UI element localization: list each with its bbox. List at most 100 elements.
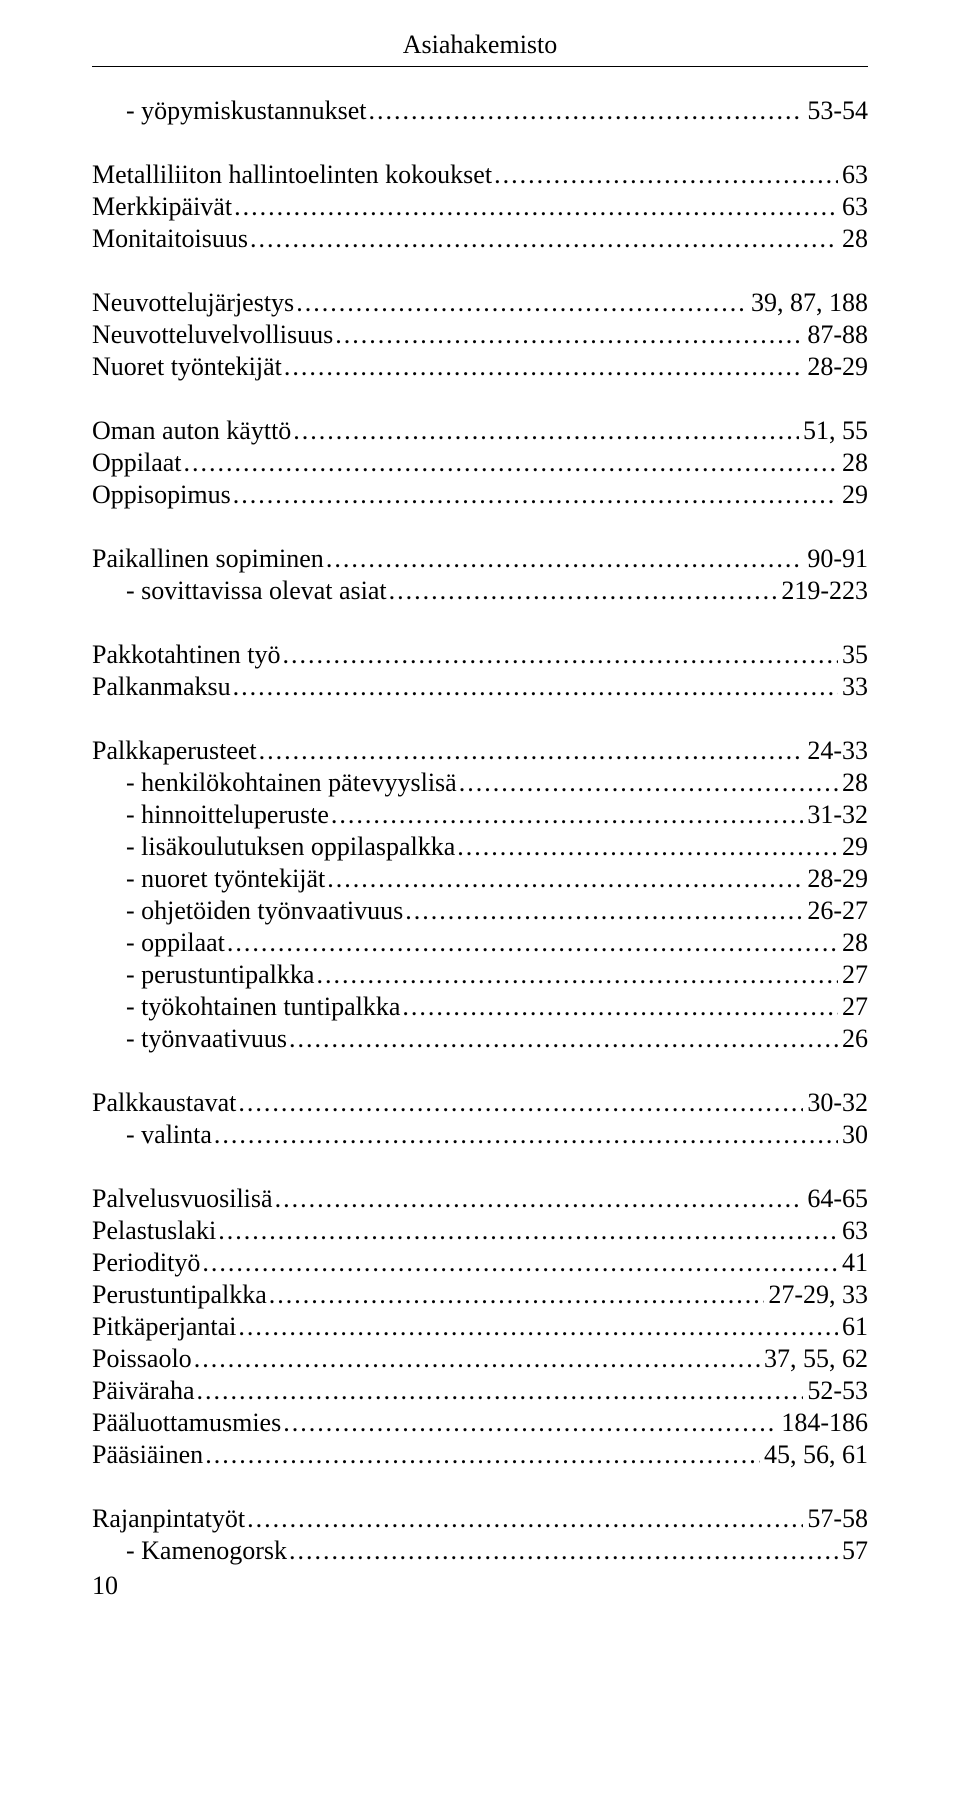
leader-dots	[195, 1375, 804, 1407]
index-entry-label: Monitaitoisuus	[92, 223, 248, 255]
leader-dots	[236, 1087, 803, 1119]
index-entry-label: Pitkäperjantai	[92, 1311, 236, 1343]
index-entry-pages: 30-32	[803, 1087, 868, 1119]
leader-dots	[203, 1439, 760, 1471]
index-entry-label: Neuvotteluvelvollisuus	[92, 319, 333, 351]
index-entry: Oppisopimus 29	[92, 479, 868, 511]
leader-dots	[403, 895, 803, 927]
leader-dots	[329, 799, 803, 831]
index-entry-label: - lisäkoulutuksen oppilaspalkka	[92, 831, 455, 863]
leader-dots	[325, 863, 803, 895]
index-entry: Neuvotteluvelvollisuus 87-88	[92, 319, 868, 351]
leader-dots	[200, 1247, 838, 1279]
group-spacer	[92, 127, 868, 159]
index-entry-pages: 28-29	[803, 863, 868, 895]
index-entry: Paikallinen sopiminen 90-91	[92, 543, 868, 575]
index-entry-label: Oppisopimus	[92, 479, 231, 511]
index-entry-pages: 61	[838, 1311, 868, 1343]
index-entry-pages: 29	[838, 479, 868, 511]
leader-dots	[287, 1535, 838, 1567]
index-entry: - sovittavissa olevat asiat 219-223	[92, 575, 868, 607]
index-entry-label: Palkanmaksu	[92, 671, 231, 703]
index-entry-label: Perustuntipalkka	[92, 1279, 267, 1311]
index-entry-label: - yöpymiskustannukset	[92, 95, 367, 127]
index-entry: Pakkotahtinen työ 35	[92, 639, 868, 671]
index-entry-label: - ohjetöiden työnvaativuus	[92, 895, 403, 927]
index-entry-label: Pääsiäinen	[92, 1439, 203, 1471]
index-entry: Periodityö 41	[92, 1247, 868, 1279]
index-entry-label: Metalliliiton hallintoelinten kokoukset	[92, 159, 492, 191]
title-rule	[92, 66, 868, 67]
index-entry-pages: 33	[838, 671, 868, 703]
group-spacer	[92, 1055, 868, 1087]
index-entry: Oppilaat 28	[92, 447, 868, 479]
index-entry: Päiväraha 52-53	[92, 1375, 868, 1407]
group-spacer	[92, 1151, 868, 1183]
leader-dots	[492, 159, 838, 191]
index-entry-pages: 26	[838, 1023, 868, 1055]
index-entry-pages: 219-223	[777, 575, 868, 607]
leader-dots	[287, 1023, 838, 1055]
index-entry: Pelastuslaki 63	[92, 1215, 868, 1247]
index-entry-pages: 37, 55, 62	[760, 1343, 868, 1375]
index-entry-label: Oman auton käyttö	[92, 415, 291, 447]
index-entry-label: Paikallinen sopiminen	[92, 543, 324, 575]
group-spacer	[92, 255, 868, 287]
index-entry: - työkohtainen tuntipalkka 27	[92, 991, 868, 1023]
leader-dots	[212, 1119, 838, 1151]
index-entry: Perustuntipalkka 27-29, 33	[92, 1279, 868, 1311]
leader-dots	[324, 543, 804, 575]
group-spacer	[92, 1471, 868, 1503]
index-entry: Poissaolo 37, 55, 62	[92, 1343, 868, 1375]
index-entry-pages: 28	[838, 767, 868, 799]
document-page: Asiahakemisto - yöpymiskustannukset 53-5…	[0, 0, 960, 1621]
index-entry: Oman auton käyttö 51, 55	[92, 415, 868, 447]
leader-dots	[231, 479, 838, 511]
index-entry-label: - Kamenogorsk	[92, 1535, 287, 1567]
index-entry: - henkilökohtainen pätevyyslisä 28	[92, 767, 868, 799]
index-entry-pages: 28	[838, 927, 868, 959]
index-entry-pages: 63	[838, 191, 868, 223]
leader-dots	[455, 831, 838, 863]
index-entry-pages: 57-58	[803, 1503, 868, 1535]
index-entry: Merkkipäivät 63	[92, 191, 868, 223]
leader-dots	[273, 1183, 804, 1215]
index-entry: - valinta 30	[92, 1119, 868, 1151]
index-entry: Palkkaustavat 30-32	[92, 1087, 868, 1119]
leader-dots	[267, 1279, 765, 1311]
index-entry-pages: 28	[838, 447, 868, 479]
leader-dots	[216, 1215, 838, 1247]
leader-dots	[294, 287, 747, 319]
index-entry-pages: 57	[838, 1535, 868, 1567]
index-entry-pages: 28	[838, 223, 868, 255]
leader-dots	[248, 223, 838, 255]
index-entry-label: - valinta	[92, 1119, 212, 1151]
index-entry-pages: 31-32	[803, 799, 868, 831]
index-entry-label: Päiväraha	[92, 1375, 195, 1407]
leader-dots	[333, 319, 803, 351]
index-entry: Neuvottelujärjestys 39, 87, 188	[92, 287, 868, 319]
index-entry-label: - nuoret työntekijät	[92, 863, 325, 895]
index-entry-label: Rajanpintatyöt	[92, 1503, 245, 1535]
index-entry-label: Merkkipäivät	[92, 191, 232, 223]
index-entry-label: - hinnoitteluperuste	[92, 799, 329, 831]
index-entry: - perustuntipalkka 27	[92, 959, 868, 991]
leader-dots	[245, 1503, 803, 1535]
leader-dots	[225, 927, 838, 959]
index-entry-label: - oppilaat	[92, 927, 225, 959]
leader-dots	[257, 735, 804, 767]
index-entry-label: Poissaolo	[92, 1343, 192, 1375]
index-entry: Monitaitoisuus 28	[92, 223, 868, 255]
index-entry-pages: 64-65	[803, 1183, 868, 1215]
index-entry: Rajanpintatyöt 57-58	[92, 1503, 868, 1535]
leader-dots	[281, 1407, 777, 1439]
index-body: - yöpymiskustannukset 53-54Metalliliiton…	[92, 95, 868, 1567]
index-entry-pages: 26-27	[803, 895, 868, 927]
index-entry: - ohjetöiden työnvaativuus 26-27	[92, 895, 868, 927]
index-entry-pages: 27	[838, 991, 868, 1023]
index-entry: Nuoret työntekijät 28-29	[92, 351, 868, 383]
leader-dots	[231, 671, 838, 703]
index-entry-pages: 28-29	[803, 351, 868, 383]
index-entry: Palvelusvuosilisä 64-65	[92, 1183, 868, 1215]
index-entry: - Kamenogorsk 57	[92, 1535, 868, 1567]
